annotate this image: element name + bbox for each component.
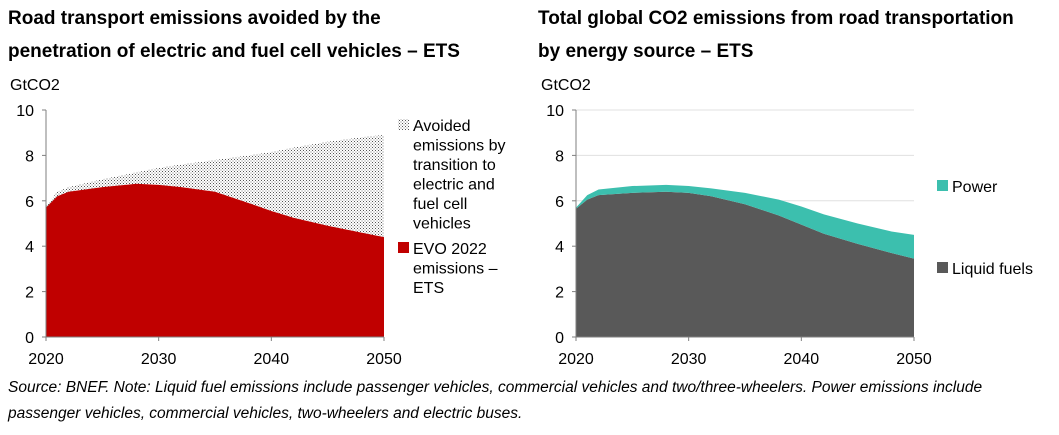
y-tick-label-right-0: 0 bbox=[555, 330, 564, 347]
x-tick-label-left-2030: 2030 bbox=[141, 351, 177, 368]
legend-label-right-0-0: Power bbox=[952, 179, 998, 196]
chart-title-left-line-2: penetration of electric and fuel cell ve… bbox=[8, 41, 460, 62]
legend-label-left-0-0: Avoided bbox=[413, 118, 471, 135]
legend-label-left-1-2: ETS bbox=[413, 280, 444, 297]
legend-label-left-0-3: electric and bbox=[413, 177, 495, 194]
legend-label-left-0-4: fuel cell bbox=[413, 196, 467, 213]
legend-label-left-0-1: emissions by bbox=[413, 138, 505, 155]
y-tick-label-left-0: 0 bbox=[25, 330, 34, 347]
area-avoided-emissions bbox=[46, 134, 384, 238]
area-liquid-fuels bbox=[576, 191, 914, 337]
legend-label-left-0-5: vehicles bbox=[413, 216, 471, 233]
legend-swatch-right-0 bbox=[937, 180, 948, 191]
y-axis-label-right: GtCO2 bbox=[541, 77, 591, 94]
y-tick-label-left-4: 4 bbox=[25, 239, 34, 256]
chart-title-right-line-1: Total global CO2 emissions from road tra… bbox=[538, 8, 1014, 29]
area-power bbox=[576, 184, 914, 259]
chart-left: 0 2 4 6 8 10 2020 2030 2040 2050 GtCO2 Avoided emiss… bbox=[10, 77, 505, 368]
y-tick-label-right-10: 10 bbox=[546, 103, 564, 120]
y-tick-label-right-4: 4 bbox=[555, 239, 564, 256]
legend-label-left-1-0: EVO 2022 bbox=[413, 241, 487, 258]
x-tick-label-right-2040: 2040 bbox=[784, 351, 820, 368]
y-tick-label-left-6: 6 bbox=[25, 194, 34, 211]
chart-title-left-line-1: Road transport emissions avoided by the bbox=[8, 8, 381, 29]
x-tick-label-right-2030: 2030 bbox=[671, 351, 707, 368]
y-axis-label-left: GtCO2 bbox=[10, 77, 60, 94]
y-tick-label-left-2: 2 bbox=[25, 285, 34, 302]
x-tick-label-left-2040: 2040 bbox=[254, 351, 290, 368]
y-tick-label-right-2: 2 bbox=[555, 285, 564, 302]
legend-swatch-left-1 bbox=[398, 242, 409, 253]
legend-swatch-left-0 bbox=[398, 119, 409, 130]
y-tick-label-right-8: 8 bbox=[555, 148, 564, 165]
area-evo-2022-emissions bbox=[46, 183, 384, 337]
source-note: Source: BNEF. Note: Liquid fuel emission… bbox=[8, 379, 983, 422]
x-tick-label-right-2050: 2050 bbox=[896, 351, 932, 368]
legend-label-left-0-2: transition to bbox=[413, 157, 496, 174]
x-tick-label-left-2050: 2050 bbox=[366, 351, 402, 368]
chart-right: 0 2 4 6 8 10 2020 2030 2040 2050 GtCO2 Power Liquid … bbox=[541, 77, 1033, 368]
x-tick-label-right-2020: 2020 bbox=[558, 351, 594, 368]
legend-swatch-right-1 bbox=[937, 262, 948, 273]
chart-title-left: Road transport emissions avoided by the … bbox=[8, 2, 460, 68]
legend-label-left-1-1: emissions – bbox=[413, 261, 498, 278]
chart-title-right: Total global CO2 emissions from road tra… bbox=[538, 2, 1014, 68]
chart-title-right-line-2: by energy source – ETS bbox=[538, 41, 754, 62]
x-tick-label-left-2020: 2020 bbox=[28, 351, 64, 368]
legend-label-right-1-0: Liquid fuels bbox=[952, 261, 1033, 278]
y-tick-label-left-8: 8 bbox=[25, 148, 34, 165]
y-tick-label-left-10: 10 bbox=[16, 103, 34, 120]
y-tick-label-right-6: 6 bbox=[555, 194, 564, 211]
